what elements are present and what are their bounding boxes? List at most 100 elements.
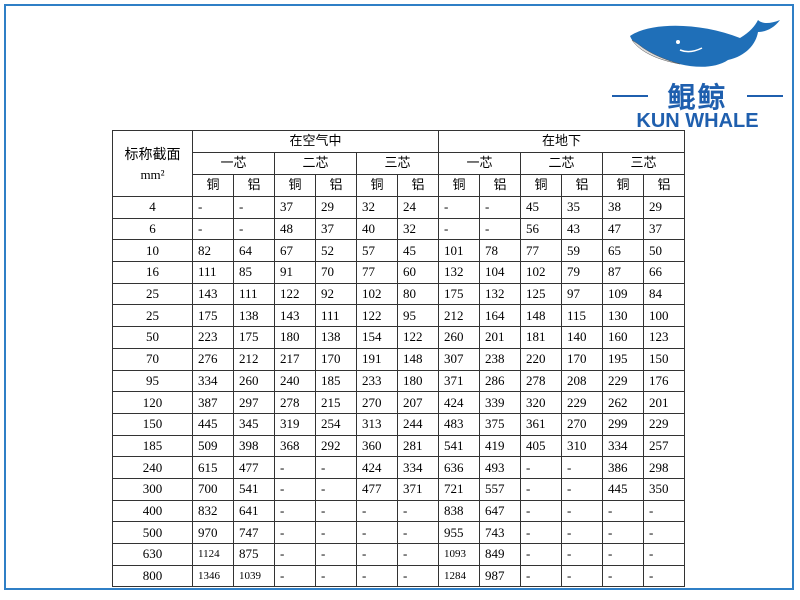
value-cell: 445 <box>192 412 234 436</box>
size-cell: 25 <box>112 304 193 328</box>
material-header: 铜 <box>356 174 398 197</box>
value-cell: 180 <box>274 326 316 349</box>
value-cell: - <box>520 543 562 566</box>
value-cell: 43 <box>561 217 603 241</box>
value-cell: 262 <box>602 391 644 414</box>
value-cell: 92 <box>315 282 357 306</box>
value-cell: 201 <box>479 326 521 349</box>
value-cell: 747 <box>233 521 275 544</box>
value-cell: 176 <box>643 369 685 393</box>
value-cell: 97 <box>561 282 603 306</box>
value-cell: 38 <box>602 196 644 219</box>
material-header: 铜 <box>520 174 562 197</box>
value-cell: 339 <box>479 391 521 414</box>
value-cell: 122 <box>274 282 316 306</box>
value-cell: 207 <box>397 391 439 414</box>
value-cell: 79 <box>561 261 603 284</box>
value-cell: - <box>479 196 521 219</box>
whale-icon <box>630 20 780 67</box>
value-cell: 123 <box>643 326 685 349</box>
value-cell: 1093 <box>438 543 480 566</box>
value-cell: 100 <box>643 304 685 328</box>
value-cell: - <box>561 543 603 566</box>
value-cell: 278 <box>274 391 316 414</box>
value-cell: 233 <box>356 369 398 393</box>
size-cell: 70 <box>112 347 193 371</box>
header-row-cores: 一芯 二芯 三芯 一芯 二芯 三芯 <box>113 152 685 175</box>
value-cell: 334 <box>192 369 234 393</box>
value-cell: 615 <box>192 456 234 479</box>
core-header: 一芯 <box>438 152 521 175</box>
value-cell: 175 <box>233 326 275 349</box>
value-cell: - <box>397 521 439 544</box>
value-cell: - <box>643 521 685 544</box>
value-cell: 82 <box>192 239 234 263</box>
value-cell: 483 <box>438 412 480 436</box>
value-cell: 217 <box>274 347 316 371</box>
value-cell: - <box>561 564 603 588</box>
size-cell: 240 <box>112 456 193 479</box>
value-cell: - <box>274 477 316 501</box>
value-cell: 223 <box>192 326 234 349</box>
size-header-unit: mm² <box>140 167 165 182</box>
size-cell: 630 <box>112 543 193 566</box>
table-row: 240 615 477- -424 334 636 493- -386 298 <box>112 456 685 479</box>
value-cell: - <box>397 499 439 523</box>
value-cell: 212 <box>233 347 275 371</box>
core-header: 二芯 <box>274 152 357 175</box>
material-header: 铝 <box>397 174 439 197</box>
value-cell: 276 <box>192 347 234 371</box>
value-cell: 29 <box>315 196 357 219</box>
value-cell: 278 <box>520 369 562 393</box>
value-cell: 743 <box>479 521 521 544</box>
value-cell: - <box>274 543 316 566</box>
value-cell: 360 <box>356 434 398 458</box>
value-cell: 424 <box>356 456 398 479</box>
value-cell: - <box>274 499 316 523</box>
value-cell: 387 <box>192 391 234 414</box>
value-cell: 477 <box>356 477 398 501</box>
value-cell: 229 <box>602 369 644 393</box>
value-cell: 138 <box>233 304 275 328</box>
value-cell: 57 <box>356 239 398 263</box>
value-cell: 70 <box>315 261 357 284</box>
value-cell: 132 <box>438 261 480 284</box>
value-cell: 32 <box>356 196 398 219</box>
value-cell: - <box>561 456 603 479</box>
value-cell: 164 <box>479 304 521 328</box>
value-cell: 419 <box>479 434 521 458</box>
table-row: 500 970 747- - - -955 743- - - - <box>112 521 685 544</box>
value-cell: 77 <box>356 261 398 284</box>
value-cell: 143 <box>274 304 316 328</box>
table-row: 70 276 212 217 170 191 148 307 238 220 170 195 150 <box>112 347 685 371</box>
table-row: 16 111 85 91 70 77 60 132 104 102 79 87 66 <box>112 261 685 284</box>
value-cell: - <box>233 217 275 241</box>
material-header: 铝 <box>479 174 521 197</box>
table-row: 95 334 260 240 185 233 180 371 286 278 208 229 176 <box>112 369 685 393</box>
value-cell: 987 <box>479 564 521 588</box>
value-cell: - <box>397 543 439 566</box>
value-cell: 270 <box>561 412 603 436</box>
value-cell: 50 <box>643 239 685 263</box>
value-cell: 52 <box>315 239 357 263</box>
group-header-air: 在空气中 <box>192 130 439 153</box>
value-cell: 270 <box>356 391 398 414</box>
material-header: 铝 <box>561 174 603 197</box>
value-cell: 181 <box>520 326 562 349</box>
value-cell: 138 <box>315 326 357 349</box>
value-cell: 84 <box>643 282 685 306</box>
value-cell: 970 <box>192 521 234 544</box>
value-cell: - <box>520 521 562 544</box>
size-cell: 50 <box>112 326 193 349</box>
value-cell: 59 <box>561 239 603 263</box>
table-row: 10 82 64 67 52 57 45 101 78 77 59 65 50 <box>112 239 685 263</box>
value-cell: 160 <box>602 326 644 349</box>
value-cell: 130 <box>602 304 644 328</box>
value-cell: 66 <box>643 261 685 284</box>
value-cell: 45 <box>520 196 562 219</box>
size-header-label: 标称截面 <box>124 147 181 163</box>
value-cell: 45 <box>397 239 439 263</box>
value-cell: 101 <box>438 239 480 263</box>
value-cell: - <box>602 543 644 566</box>
value-cell: 832 <box>192 499 234 523</box>
